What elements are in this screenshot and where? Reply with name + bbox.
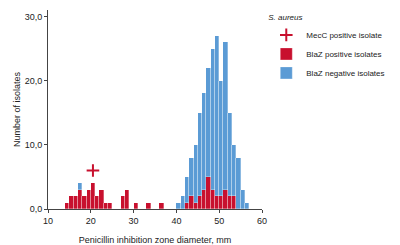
svg-text:Penicillin inhibition zone dia: Penicillin inhibition zone diameter, mm <box>79 235 232 245</box>
svg-text:Number of isolates: Number of isolates <box>12 71 22 147</box>
svg-text:10,0: 10,0 <box>25 140 43 150</box>
svg-text:MecC positive isolate: MecC positive isolate <box>306 31 382 40</box>
svg-text:BlaZ negative isolates: BlaZ negative isolates <box>306 69 384 78</box>
svg-text:20,0: 20,0 <box>25 76 43 86</box>
svg-text:30,0: 30,0 <box>25 12 43 22</box>
svg-text:S. aureus: S. aureus <box>268 13 302 22</box>
svg-text:60: 60 <box>257 216 267 226</box>
svg-text:30: 30 <box>129 216 139 226</box>
svg-text:40: 40 <box>171 216 181 226</box>
svg-text:BlaZ positive isolates: BlaZ positive isolates <box>306 50 381 59</box>
svg-text:20: 20 <box>86 216 96 226</box>
svg-text:0,0: 0,0 <box>30 204 43 214</box>
svg-text:50: 50 <box>214 216 224 226</box>
svg-text:10: 10 <box>43 216 53 226</box>
